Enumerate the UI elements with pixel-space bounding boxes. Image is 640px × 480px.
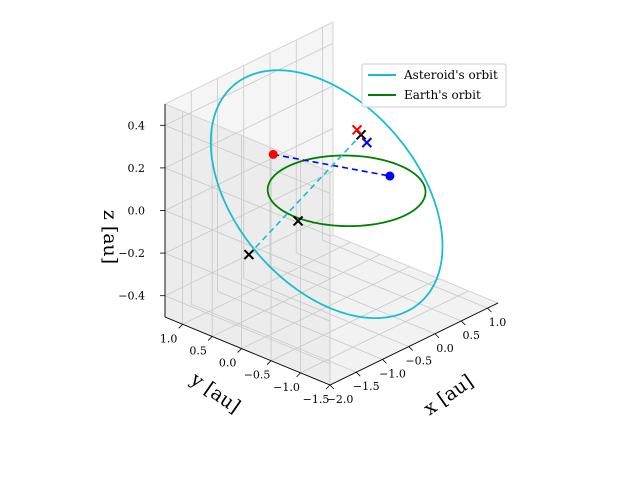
grid-floor-y — [241, 266, 410, 349]
grid-floor-x — [217, 291, 383, 360]
y-tick — [325, 384, 331, 390]
point-circle — [385, 171, 395, 181]
z-tick-label: 0.0 — [128, 205, 146, 218]
legend-label-asteroid: Asteroid's orbit — [403, 68, 498, 82]
x-tick-label: 1.0 — [489, 316, 507, 329]
asteroid-orbit-line — [209, 69, 444, 319]
axis-ticks: −2.0−1.5−1.0−0.50.00.51.0−1.5−1.0−0.50.0… — [118, 119, 506, 406]
x-stroke — [292, 215, 304, 227]
grid-wall-z-a — [164, 295, 331, 365]
axis-grid — [164, 27, 499, 386]
x-tick — [408, 346, 414, 351]
x-stroke — [351, 124, 363, 136]
x-axis-label: x [au] — [420, 370, 478, 420]
points-layer — [243, 124, 395, 260]
x-tick-label: −1.5 — [353, 380, 380, 393]
grid-wall-z-a — [164, 210, 331, 279]
z-axis-label: z [au] — [99, 210, 121, 264]
y-tick-label: −0.5 — [244, 369, 271, 382]
y-tick — [237, 348, 242, 353]
y-axis-line — [164, 316, 331, 386]
point-x-marker — [361, 137, 373, 148]
y-tick — [178, 324, 183, 329]
grid-floor-y — [211, 254, 381, 337]
z-tick-label: −0.4 — [118, 290, 145, 303]
legend-frame — [361, 63, 507, 108]
grid-floor-y — [300, 290, 469, 374]
z-tick-label: 0.4 — [128, 119, 146, 132]
x-tick — [329, 384, 335, 390]
grid-floor-y — [182, 241, 351, 325]
x-tick-label: −0.5 — [405, 355, 432, 368]
x-tick-label: −1.0 — [379, 367, 406, 380]
grid-wall-z-b — [164, 85, 334, 169]
x-stroke — [361, 137, 373, 148]
grid-wall-z-a — [164, 252, 331, 322]
legend-label-earth: Earth's orbit — [404, 88, 481, 102]
x-stroke — [243, 249, 255, 260]
grid-floor-x — [296, 252, 462, 322]
x-axis-line — [329, 302, 499, 386]
y-tick — [266, 360, 272, 365]
y-tick-label: −1.0 — [273, 381, 300, 394]
grid-floor-x — [322, 239, 488, 309]
z-tick-label: 0.2 — [128, 162, 146, 175]
grid-wall-z-a — [164, 124, 331, 194]
grid-wall-z-b — [164, 128, 334, 211]
point-x-marker — [292, 215, 304, 227]
y-tick — [207, 336, 213, 341]
x-tick — [487, 307, 492, 313]
point-circle — [268, 149, 278, 159]
y-tick-label: 1.0 — [160, 332, 178, 345]
y-axis-label: y [au] — [186, 368, 245, 418]
grid-wall-z-b — [164, 42, 334, 126]
x-tick — [460, 320, 466, 326]
dashed-line-cyan — [248, 134, 362, 256]
x-tick-label: 0.5 — [463, 329, 481, 342]
x-tick — [434, 333, 440, 339]
grid-floor-x — [191, 303, 357, 373]
y-tick-label: −1.5 — [303, 393, 330, 406]
y-tick-label: 0.0 — [219, 357, 237, 370]
y-tick — [296, 372, 301, 378]
grid-floor-y — [270, 278, 440, 362]
x-tick-label: −2.0 — [327, 393, 354, 406]
x-tick — [355, 371, 361, 377]
x-tick-label: 0.0 — [436, 342, 454, 355]
z-tick-label: −0.2 — [118, 247, 145, 260]
legend: Asteroid's orbit Earth's orbit — [361, 63, 507, 108]
point-x-marker — [243, 249, 255, 260]
x-tick — [382, 359, 387, 364]
grid-wall-z-b — [164, 170, 334, 254]
y-tick-label: 0.5 — [189, 344, 207, 357]
grid-floor-x — [269, 265, 436, 335]
point-x-marker — [351, 124, 363, 136]
